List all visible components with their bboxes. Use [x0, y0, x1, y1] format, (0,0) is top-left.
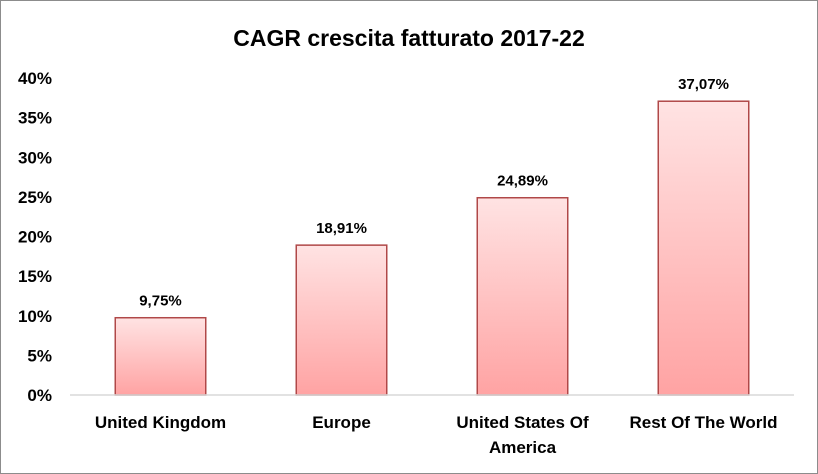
- y-tick-label: 10%: [18, 307, 52, 326]
- data-label: 9,75%: [139, 293, 182, 310]
- x-tick-label: Rest Of The World: [630, 413, 778, 432]
- y-tick-label: 15%: [18, 267, 52, 286]
- x-tick-label-line: Europe: [312, 413, 371, 432]
- y-tick-label: 35%: [18, 109, 52, 128]
- y-tick-label: 0%: [27, 386, 52, 405]
- bar: [295, 244, 388, 396]
- x-tick-label: United Kingdom: [95, 413, 226, 432]
- y-tick-label: 25%: [18, 188, 52, 207]
- x-tick-label: United States Of America: [456, 413, 589, 457]
- x-tick-label: Europe: [312, 413, 371, 432]
- y-tick-label: 30%: [18, 148, 52, 167]
- y-tick-label: 40%: [18, 69, 52, 88]
- bar: [476, 196, 569, 396]
- bar: [114, 316, 207, 396]
- x-tick-label-line: America: [489, 438, 557, 457]
- data-label: 24,89%: [497, 173, 548, 190]
- data-label: 18,91%: [316, 220, 367, 237]
- x-tick-label-line: United Kingdom: [95, 413, 226, 432]
- y-tick-label: 5%: [27, 346, 52, 365]
- y-tick-label: 20%: [18, 228, 52, 247]
- x-tick-label-line: United States Of: [456, 413, 589, 432]
- chart-title: CAGR crescita fatturato 2017-22: [233, 25, 585, 51]
- data-label: 37,07%: [678, 76, 729, 93]
- bar: [657, 100, 750, 396]
- x-tick-label-line: Rest Of The World: [630, 413, 778, 432]
